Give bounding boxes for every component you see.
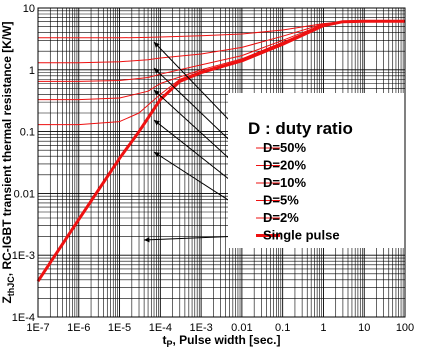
y-tick-label: 1E-4 xyxy=(12,312,35,324)
legend-label: D=10% xyxy=(263,175,306,190)
y-axis-title-rest: , RC-IGBT transient thermal resistance [… xyxy=(0,21,14,276)
legend-label: D=50% xyxy=(263,140,306,155)
pointer-arrows xyxy=(143,41,257,243)
x-tick-label: 1E-7 xyxy=(26,322,49,334)
pointer-arrowhead xyxy=(154,42,160,48)
legend-label: D=2% xyxy=(263,210,299,225)
y-axis-title: ZthJC, RC-IGBT transient thermal resista… xyxy=(0,21,16,303)
x-tick-label: 1E-5 xyxy=(108,322,131,334)
y-tick-label: 1E-3 xyxy=(12,250,35,262)
x-axis-title: tP, Pulse width [sec.] xyxy=(162,333,280,349)
pointer-arrowhead xyxy=(154,90,160,96)
x-axis-title-rest: , Pulse width [sec.] xyxy=(172,333,280,347)
plot-frame xyxy=(37,7,406,318)
pointer-arrowhead xyxy=(154,68,160,74)
series-layer xyxy=(36,19,405,283)
x-tick-label: 0.1 xyxy=(275,322,290,334)
x-tick-label: 1E-3 xyxy=(189,322,212,334)
legend-title: D : duty ratio xyxy=(248,119,353,138)
legend: D : duty ratio D=50% D=20% D=10% D=5% D=2% Si… xyxy=(248,119,353,243)
pointer-arrowhead xyxy=(154,120,160,126)
legend-label: D=5% xyxy=(263,193,299,208)
y-axis-title-sub: thJC xyxy=(6,276,16,297)
x-tick-label: 10 xyxy=(358,322,370,334)
y-tick-label: 1 xyxy=(29,65,35,77)
series-line xyxy=(38,20,405,64)
series-line xyxy=(38,20,405,39)
x-tick-label: 1E-4 xyxy=(149,322,172,334)
x-tick-label: 0.01 xyxy=(231,322,252,334)
x-tick-label: 100 xyxy=(396,322,414,334)
x-axis-title-sub: P xyxy=(166,339,172,349)
pointer-arrowhead xyxy=(144,237,150,243)
legend-label: D=20% xyxy=(263,158,306,173)
y-tick-label: 0.1 xyxy=(20,127,35,139)
y-tick-label: 0.01 xyxy=(14,188,35,200)
x-tick-label: 1 xyxy=(320,322,326,334)
series-line xyxy=(36,19,405,283)
x-axis-title-main: t xyxy=(162,333,166,347)
x-tick-label: 1E-6 xyxy=(67,322,90,334)
legend-label: Single pulse xyxy=(263,228,340,243)
y-tick-label: 10 xyxy=(23,3,35,15)
y-axis-title-main: Z xyxy=(0,296,14,303)
pointer-arrowhead xyxy=(154,152,160,158)
legend-box xyxy=(228,93,407,248)
tick-labels: 1E-7 1E-6 1E-5 1E-4 1E-3 0.01 0.1 1 10 100 1E-4 1E-… xyxy=(12,3,414,334)
